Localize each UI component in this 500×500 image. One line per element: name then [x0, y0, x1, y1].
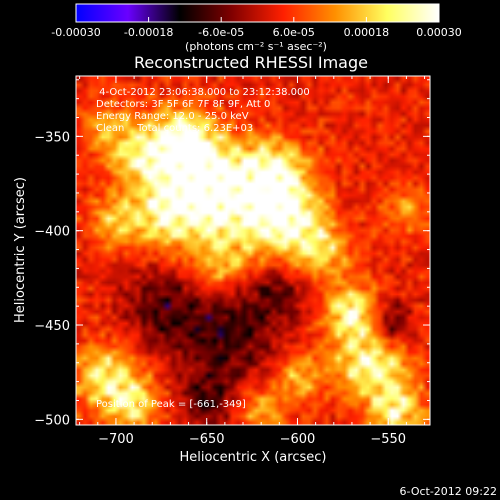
- annotation-clean-counts: Clean Total counts: 6.23E+03: [96, 123, 253, 134]
- colorbar-tick-label: 0.00030: [416, 26, 462, 39]
- annotation-block: 4-Oct-2012 23:06:38.000 to 23:12:38.000 …: [96, 87, 310, 134]
- x-tick-label: −700: [98, 432, 134, 447]
- y-tick-label: −500: [34, 413, 70, 428]
- plot-frame: [75, 75, 431, 426]
- x-tick-label: −650: [189, 432, 225, 447]
- timestamp: 6-Oct-2012 09:22: [400, 485, 497, 498]
- x-tick-label: −600: [280, 432, 316, 447]
- axis-ticks: −700 −650 −600 −550 −500 −450 −400 −350: [34, 76, 430, 447]
- colorbar-unit-label: (photons cm⁻² s⁻¹ asec⁻²): [185, 40, 327, 53]
- y-tick-label: −400: [34, 225, 70, 240]
- x-tick-label: −550: [370, 432, 406, 447]
- chart-title: Reconstructed RHESSI Image: [134, 53, 368, 72]
- colorbar-ticks: -0.00030 -0.00018 -6.0e-05 6.0e-05 0.00018 0.…: [51, 17, 462, 39]
- plot-area: −700 −650 −600 −550 −500 −450 −400 −350: [34, 75, 431, 447]
- colorbar-tick-label: -6.0e-05: [198, 26, 244, 39]
- y-tick-label: −350: [34, 130, 70, 145]
- annotation-energy-range: Energy Range: 12.0 - 25.0 keV: [96, 111, 249, 122]
- y-tick-label: −450: [34, 319, 70, 334]
- colorbar-tick-label: -0.00018: [124, 26, 173, 39]
- heatmap-image: [76, 76, 430, 425]
- y-axis-label: Heliocentric Y (arcsec): [13, 177, 28, 323]
- colorbar-tick-label: 0.00018: [344, 26, 390, 39]
- x-axis-label: Heliocentric X (arcsec): [180, 450, 327, 465]
- annotation-time-range: 4-Oct-2012 23:06:38.000 to 23:12:38.000: [96, 87, 310, 98]
- peak-position-label: Position of Peak = [-661,-349]: [96, 399, 246, 410]
- colorbar: -0.00030 -0.00018 -6.0e-05 6.0e-05 0.00018 0.…: [51, 3, 462, 53]
- annotation-detectors: Detectors: 3F 5F 6F 7F 8F 9F, Att 0: [96, 99, 270, 110]
- colorbar-tick-label: 6.0e-05: [273, 26, 315, 39]
- colorbar-tick-label: -0.00030: [51, 26, 100, 39]
- colorbar-gradient: [75, 3, 440, 23]
